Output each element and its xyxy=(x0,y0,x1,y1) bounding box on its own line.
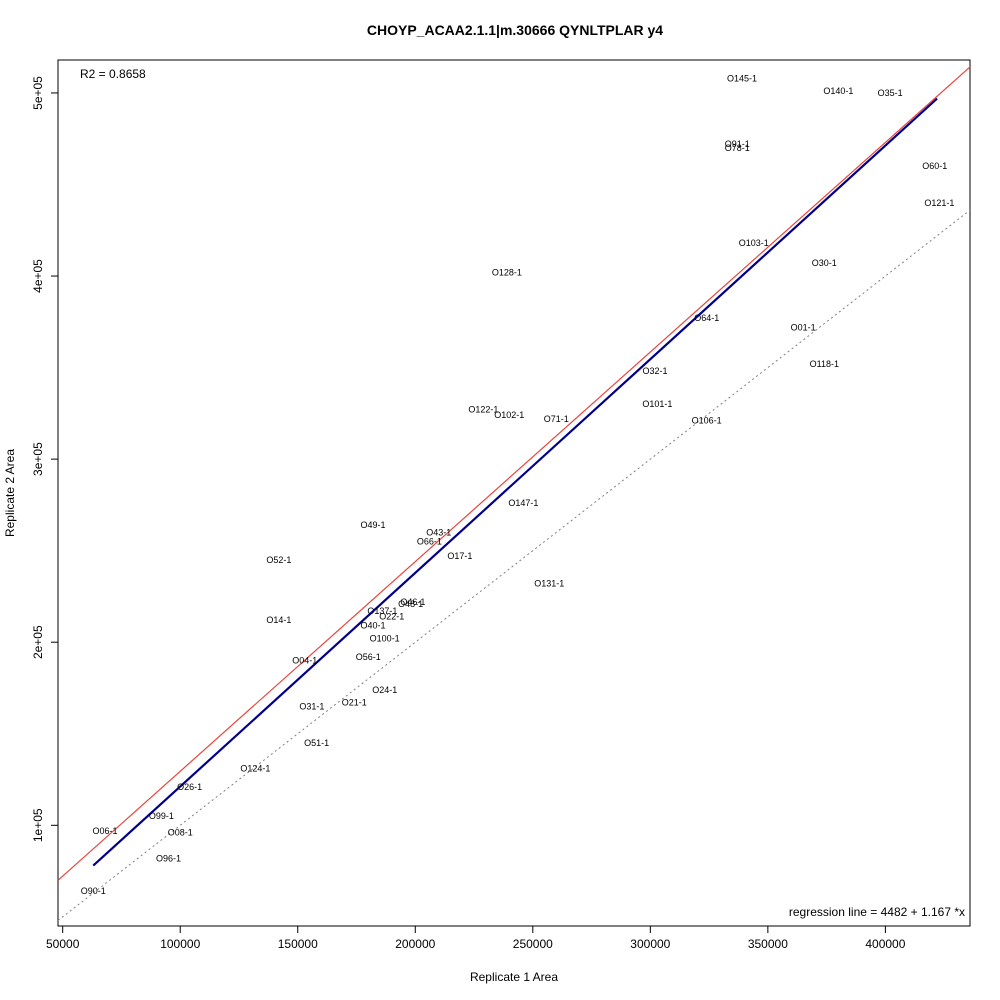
point-label: O100-1 xyxy=(370,634,400,644)
point-label: O31-1 xyxy=(299,701,324,711)
point-label: O04-1 xyxy=(292,656,317,666)
point-label: O147-1 xyxy=(508,498,538,508)
point-label: O145-1 xyxy=(727,73,757,83)
point-label: O32-1 xyxy=(642,366,667,376)
x-axis: 50000 100000 150000 200000 250000 300000 35000… xyxy=(46,926,906,951)
point-label: O101-1 xyxy=(642,399,672,409)
y-tick-label: 5e+05 xyxy=(31,76,45,110)
point-label: O91-1 xyxy=(725,139,750,149)
point-label: O49-1 xyxy=(360,520,385,530)
point-label: O121-1 xyxy=(924,198,954,208)
point-label: O106-1 xyxy=(692,416,722,426)
point-label: O08-1 xyxy=(168,828,193,838)
point-label: O21-1 xyxy=(342,698,367,708)
x-tick-label: 100000 xyxy=(160,937,200,951)
y-tick-label: 4e+05 xyxy=(31,259,45,293)
x-tick-label: 400000 xyxy=(865,937,905,951)
red-reference-line xyxy=(57,66,971,881)
point-label: O56-1 xyxy=(356,652,381,662)
y-tick-label: 2e+05 xyxy=(31,625,45,659)
point-label: O14-1 xyxy=(266,615,291,625)
point-label: O40-1 xyxy=(360,621,385,631)
x-tick-label: 300000 xyxy=(630,937,670,951)
point-label: O60-1 xyxy=(922,161,947,171)
point-label: O122-1 xyxy=(468,405,498,415)
point-label: O124-1 xyxy=(240,764,270,774)
point-label: O102-1 xyxy=(494,410,524,420)
chart-title: CHOYP_ACAA2.1.1|m.30666 QYNLTPLAR y4 xyxy=(367,22,663,38)
point-label: O128-1 xyxy=(492,267,522,277)
point-label: O64-1 xyxy=(694,313,719,323)
point-label: O17-1 xyxy=(447,551,472,561)
point-label: O35-1 xyxy=(878,88,903,98)
point-label: O46-1 xyxy=(400,597,425,607)
point-label: O30-1 xyxy=(812,258,837,268)
point-label: O103-1 xyxy=(739,238,769,248)
point-label: O48-1 xyxy=(398,599,423,609)
x-tick-label: 50000 xyxy=(46,937,80,951)
y-tick-label: 3e+05 xyxy=(31,442,45,476)
point-label: O131-1 xyxy=(534,579,564,589)
point-label: O140-1 xyxy=(823,86,853,96)
y-axis-label: Replicate 2 Area xyxy=(3,449,17,537)
x-axis-label: Replicate 1 Area xyxy=(470,970,558,984)
regression-line xyxy=(92,97,938,867)
y-axis: 1e+05 2e+05 3e+05 4e+05 5e+05 xyxy=(31,76,58,842)
point-label: O01-1 xyxy=(791,322,816,332)
point-label: O43-1 xyxy=(426,527,451,537)
point-label: O96-1 xyxy=(156,853,181,863)
reference-lines xyxy=(57,66,971,921)
x-tick-label: 350000 xyxy=(748,937,788,951)
plot-box xyxy=(57,59,971,927)
point-label: O26-1 xyxy=(177,782,202,792)
point-label: O66-1 xyxy=(417,537,442,547)
y-tick-label: 1e+05 xyxy=(31,808,45,842)
point-label: O24-1 xyxy=(372,685,397,695)
point-label: O52-1 xyxy=(266,555,291,565)
x-tick-label: 250000 xyxy=(513,937,553,951)
point-label: O99-1 xyxy=(149,811,174,821)
point-label: O137-1 xyxy=(367,606,397,616)
point-label: O51-1 xyxy=(304,738,329,748)
r2-annotation: R2 = 0.8658 xyxy=(80,67,146,81)
point-label: O90-1 xyxy=(81,886,106,896)
point-label: O118-1 xyxy=(810,359,839,369)
point-label: O22-1 xyxy=(379,612,404,622)
point-label: O78-1 xyxy=(725,143,750,153)
regression-annotation: regression line = 4482 + 1.167 *x xyxy=(789,905,965,919)
point-label: O71-1 xyxy=(544,414,569,424)
x-tick-label: 150000 xyxy=(278,937,318,951)
point-label: O06-1 xyxy=(92,826,117,836)
x-tick-label: 200000 xyxy=(395,937,435,951)
